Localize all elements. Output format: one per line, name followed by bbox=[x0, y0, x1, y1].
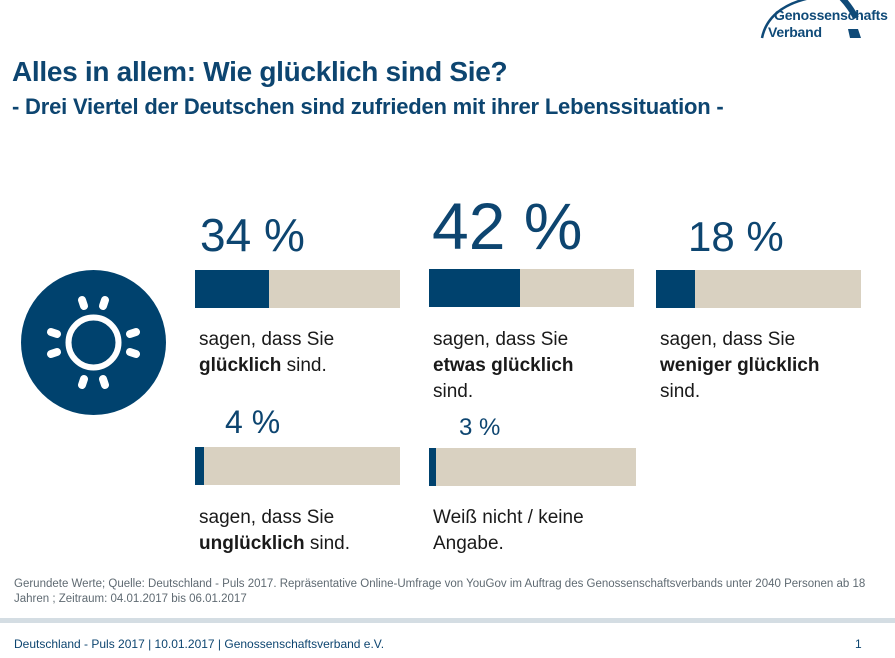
value-label-keine-angabe: 3 % bbox=[459, 414, 501, 441]
value-label-gluecklich: 34 % bbox=[200, 209, 305, 261]
bar-fill-ungluecklich bbox=[195, 447, 204, 485]
description-keine-angabe: Weiß nicht / keine Angabe. bbox=[433, 505, 643, 557]
description-ungluecklich: sagen, dass Sie unglücklich sind. bbox=[199, 505, 399, 557]
description-prefix: sagen, dass Sie bbox=[199, 329, 335, 350]
description-bold: weniger glücklich bbox=[660, 355, 820, 376]
bar-track-gluecklich bbox=[195, 270, 400, 308]
description-suffix: sind. bbox=[304, 533, 350, 554]
description-prefix: Weiß nicht / keine bbox=[433, 507, 584, 528]
description-prefix: sagen, dass Sie bbox=[433, 329, 569, 350]
bar-track-etwas-gluecklich bbox=[429, 269, 634, 307]
page-subtitle: - Drei Viertel der Deutschen sind zufrie… bbox=[12, 94, 724, 119]
description-prefix: sagen, dass Sie bbox=[199, 507, 335, 528]
description-suffix: Angabe. bbox=[433, 533, 504, 554]
source-note: Gerundete Werte; Quelle: Deutschland - P… bbox=[14, 578, 866, 605]
description-bold: glücklich bbox=[199, 355, 282, 376]
footer-divider bbox=[0, 618, 895, 623]
logo-arc-icon bbox=[760, 0, 861, 39]
bar-track-ungluecklich bbox=[195, 447, 400, 485]
value-label-etwas-gluecklich: 42 % bbox=[432, 189, 583, 263]
description-bold: unglücklich bbox=[199, 533, 305, 554]
value-label-weniger-gluecklich: 18 % bbox=[688, 213, 784, 260]
description-suffix: sind. bbox=[281, 355, 327, 376]
bar-track-weniger-gluecklich bbox=[656, 270, 861, 308]
description-suffix: sind. bbox=[660, 381, 701, 402]
description-bold: etwas glücklich bbox=[433, 355, 574, 376]
bar-track-keine-angabe bbox=[429, 448, 636, 486]
logo-line2: Verband bbox=[768, 24, 822, 40]
bar-fill-keine-angabe bbox=[429, 448, 436, 486]
description-weniger-gluecklich: sagen, dass Sie weniger glücklich sind. bbox=[660, 327, 880, 405]
bar-fill-weniger-gluecklich bbox=[656, 270, 696, 308]
page-number: 1 bbox=[855, 637, 862, 651]
description-gluecklich: sagen, dass Sie glücklich sind. bbox=[199, 327, 399, 379]
bar-fill-etwas-gluecklich bbox=[429, 269, 521, 307]
genossenschaftsverband-logo: Genossenschafts Verband bbox=[752, 0, 895, 42]
bar-fill-gluecklich bbox=[195, 270, 269, 308]
description-suffix: sind. bbox=[433, 381, 474, 402]
description-prefix: sagen, dass Sie bbox=[660, 329, 796, 350]
page-title: Alles in allem: Wie glücklich sind Sie? bbox=[12, 56, 508, 87]
value-label-ungluecklich: 4 % bbox=[225, 404, 281, 440]
footer-text: Deutschland - Puls 2017 | 10.01.2017 | G… bbox=[14, 637, 385, 651]
sun-icon bbox=[21, 270, 166, 415]
logo-line1: Genossenschafts bbox=[774, 7, 888, 23]
description-etwas-gluecklich: sagen, dass Sie etwas glücklich sind. bbox=[433, 327, 643, 405]
